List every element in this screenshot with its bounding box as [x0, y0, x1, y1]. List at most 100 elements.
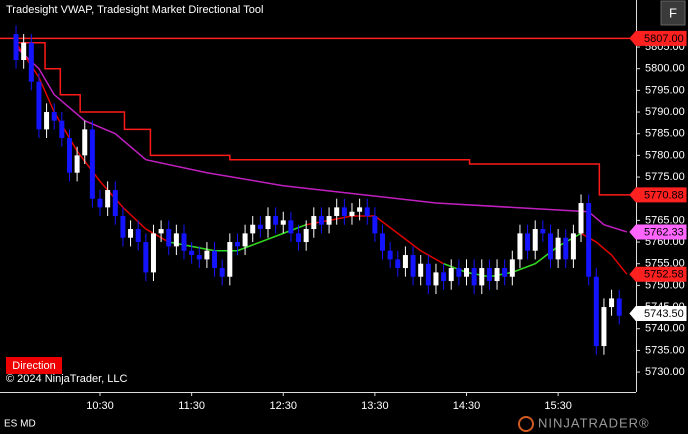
candle-body: [212, 250, 218, 269]
copyright: © 2024 NinjaTrader, LLC: [6, 373, 127, 385]
button-label[interactable]: F: [669, 5, 677, 20]
candle-body: [601, 307, 607, 347]
candle-body: [593, 276, 599, 347]
candle-body: [311, 216, 317, 230]
candle-body: [120, 216, 126, 238]
candle-body: [341, 207, 347, 217]
y-tick-label: 5740.00: [645, 323, 685, 335]
candle-body: [525, 233, 531, 251]
candle-body: [51, 112, 57, 121]
price-marker: [629, 30, 687, 46]
candle-body: [13, 34, 19, 61]
x-tick-label: 10:30: [86, 400, 114, 412]
candle-body: [135, 229, 141, 243]
candle-body: [372, 216, 378, 234]
candle-body: [380, 233, 386, 251]
price-marker: [629, 224, 687, 240]
candle-body: [448, 268, 454, 282]
candle-body: [36, 81, 42, 130]
candle-body: [288, 220, 294, 234]
candle-body: [456, 268, 462, 277]
candle-body: [609, 298, 615, 308]
candle-body: [181, 233, 187, 251]
candle-body: [227, 242, 233, 277]
candle-body: [357, 207, 363, 212]
y-tick-label: 5780.00: [645, 149, 685, 161]
candle-body: [349, 211, 355, 217]
price-marker-label: 5762.33: [644, 226, 684, 238]
candle-body: [219, 268, 225, 277]
candle-body: [303, 229, 309, 243]
y-tick-label: 5755.00: [645, 258, 685, 270]
y-tick-label: 5750.00: [645, 279, 685, 291]
candle-body: [402, 255, 408, 269]
price-marker: [629, 306, 687, 322]
indicator-line: [15, 46, 628, 233]
candle-body: [318, 216, 324, 225]
candle-body: [97, 198, 103, 208]
price-marker: [629, 187, 687, 203]
candle-body: [173, 233, 179, 247]
price-marker-label: 5770.88: [644, 189, 684, 201]
candle-body: [150, 233, 156, 273]
direction-label: Direction: [12, 360, 55, 372]
y-tick-label: 5785.00: [645, 128, 685, 140]
x-tick-label: 14:30: [453, 400, 481, 412]
candle-body: [616, 298, 622, 316]
logo: NINJATRADER®: [538, 415, 650, 430]
y-tick-label: 5735.00: [645, 344, 685, 356]
candle-body: [494, 268, 500, 282]
candle-body: [82, 129, 88, 156]
candle-body: [273, 216, 279, 225]
candle-body: [74, 155, 80, 173]
y-tick-label: 5800.00: [645, 63, 685, 75]
y-tick-label: 5775.00: [645, 171, 685, 183]
y-tick-label: 5730.00: [645, 366, 685, 378]
candle-body: [502, 268, 508, 277]
candle-body: [425, 263, 431, 286]
logo-icon: [518, 416, 534, 432]
candle-body: [387, 250, 393, 260]
candle-body: [196, 255, 202, 260]
candle-body: [563, 237, 569, 260]
candle-body: [418, 263, 424, 277]
candle-body: [410, 255, 416, 277]
candle-body: [89, 129, 95, 199]
candle-body: [364, 207, 370, 217]
candle-body: [242, 233, 248, 247]
candle-body: [265, 216, 271, 230]
candle-body: [158, 229, 164, 234]
candle-body: [532, 229, 538, 251]
price-marker-label: 5807.00: [644, 33, 684, 45]
candle-body: [509, 259, 515, 277]
candle-body: [280, 220, 286, 225]
candle-body: [234, 242, 240, 247]
candle-body: [44, 112, 50, 130]
x-tick-label: 12:30: [269, 400, 297, 412]
candle-body: [517, 233, 523, 260]
candle-body: [204, 250, 210, 260]
y-tick-label: 5795.00: [645, 84, 685, 96]
candle-body: [486, 268, 492, 282]
candle-body: [479, 268, 485, 286]
candle-body: [464, 268, 470, 277]
x-tick-label: 15:30: [544, 400, 572, 412]
button-box[interactable]: [660, 0, 686, 26]
candle-body: [28, 42, 34, 82]
candle-body: [59, 120, 65, 139]
candle-body: [143, 242, 149, 273]
candle-body: [128, 229, 134, 238]
indicator-line: [16, 41, 635, 196]
candle-body: [250, 224, 256, 234]
candle-body: [578, 203, 584, 234]
plot-area: [0, 25, 636, 355]
candle-body: [555, 237, 561, 260]
candle-body: [570, 233, 576, 260]
candle-body: [471, 268, 477, 286]
direction-box: [6, 357, 62, 374]
x-tick-label: 11:30: [178, 400, 205, 412]
candle-body: [189, 250, 195, 256]
candle-body: [547, 233, 553, 260]
candle-body: [441, 272, 447, 282]
